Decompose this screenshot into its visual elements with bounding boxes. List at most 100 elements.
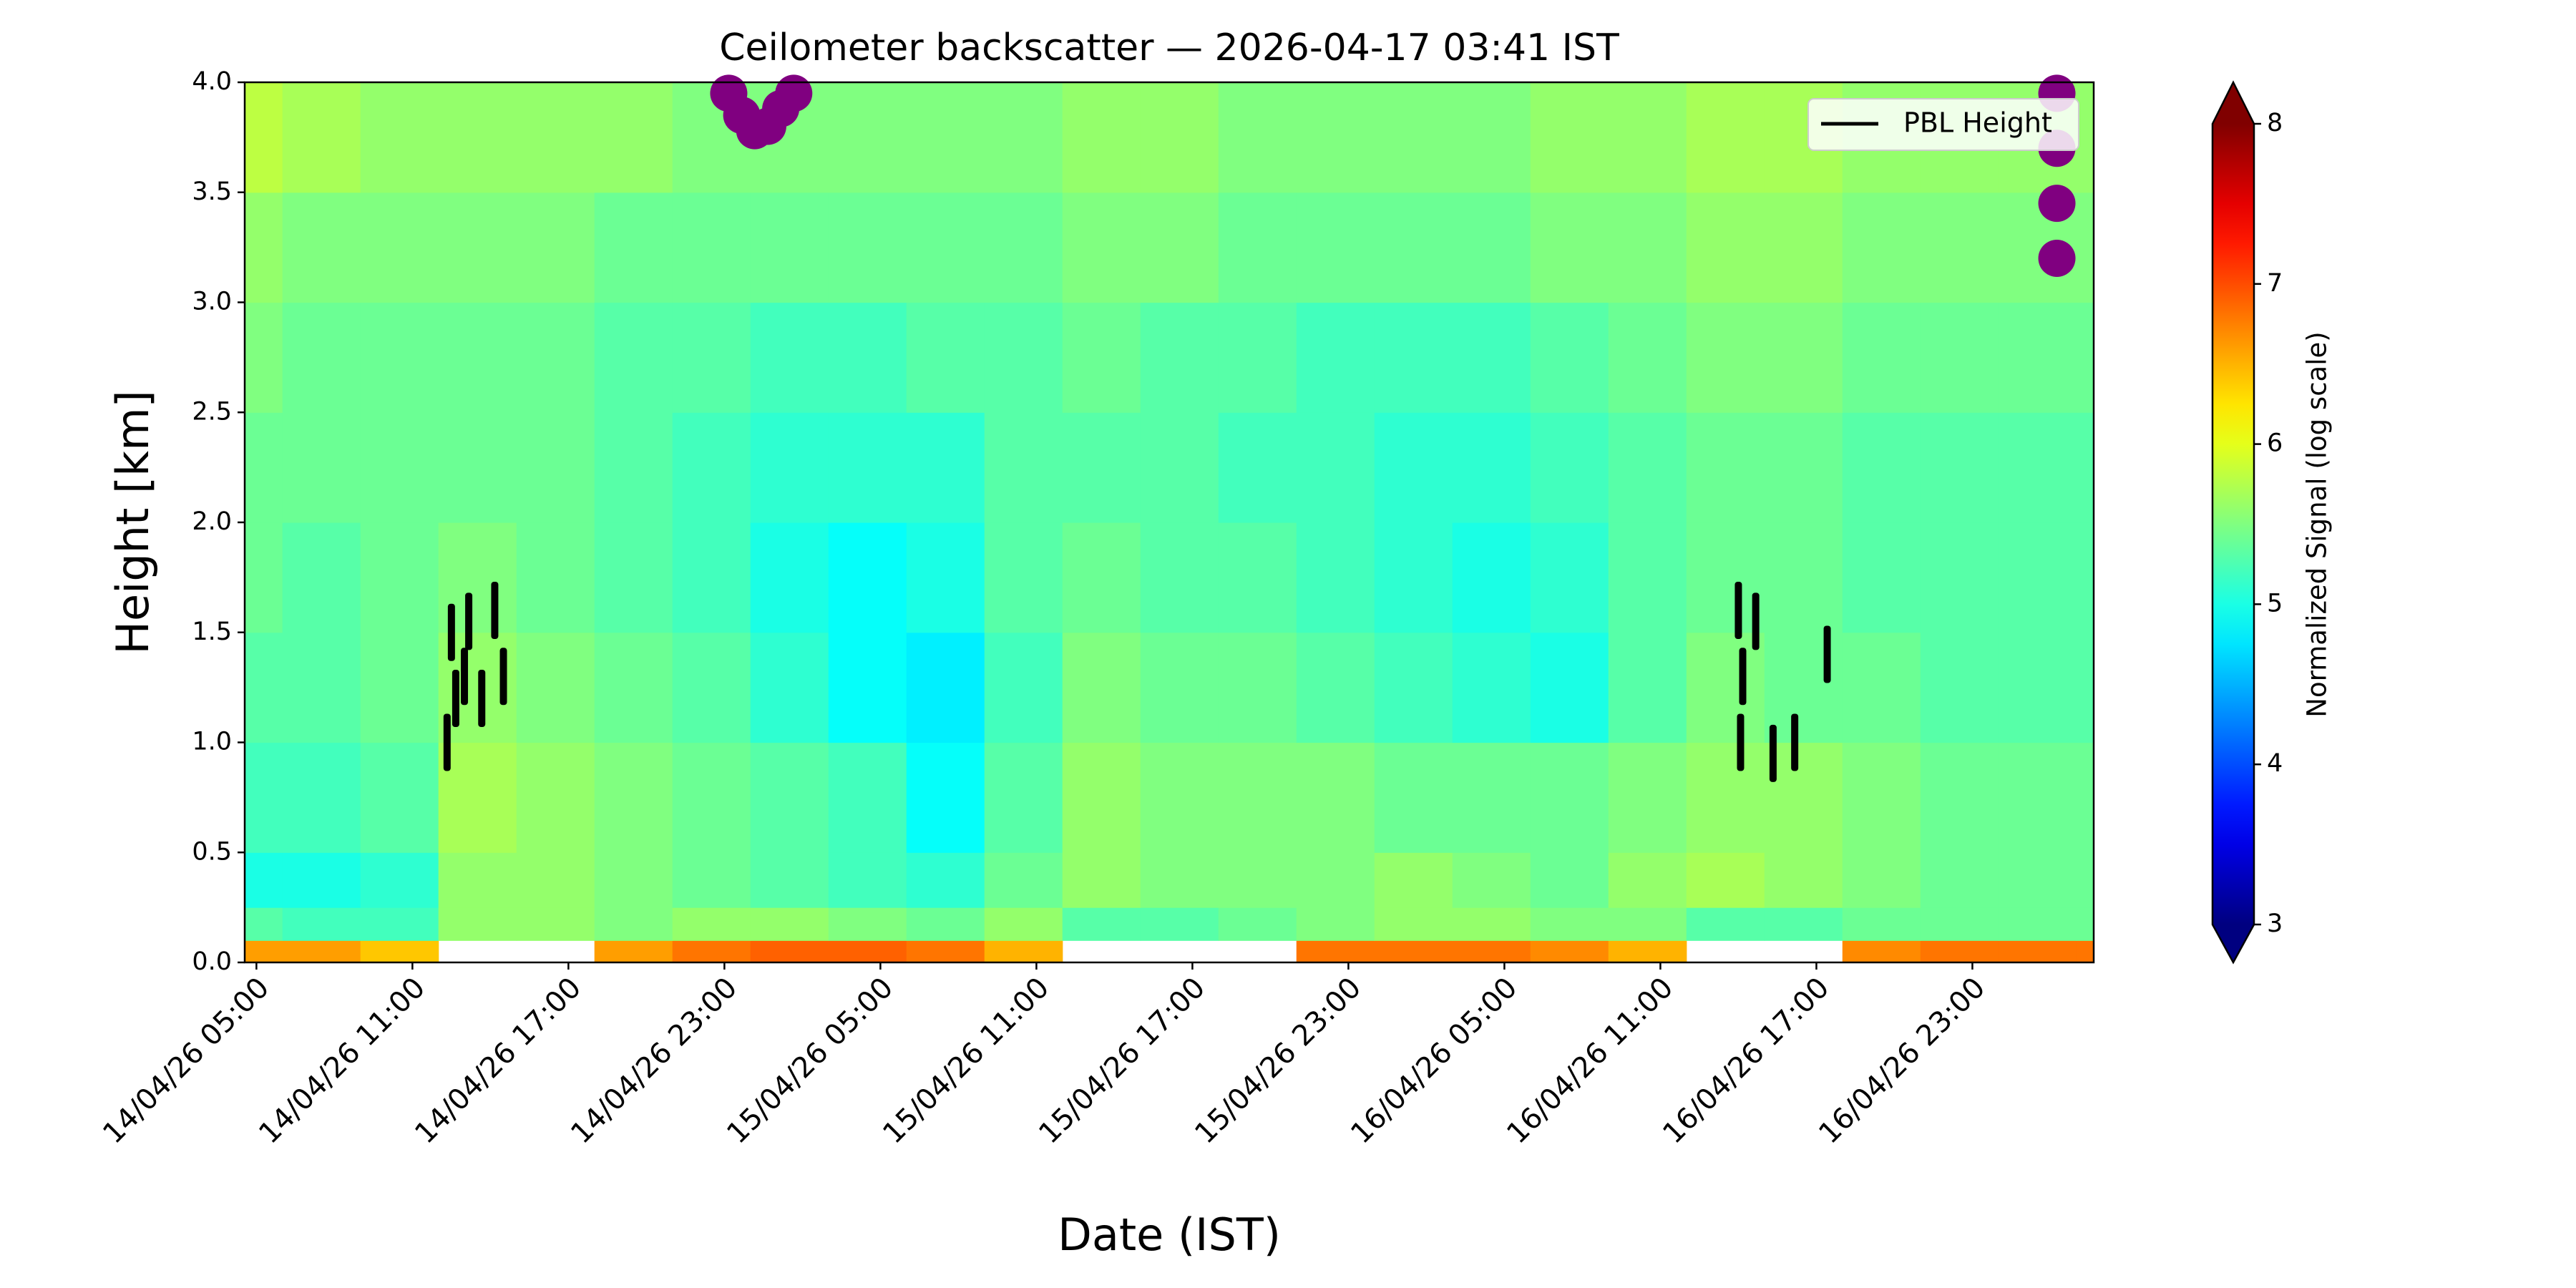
heatmap-cell — [594, 852, 673, 908]
heatmap-cell — [360, 192, 439, 303]
heatmap-cell — [360, 907, 439, 941]
heatmap-cell — [360, 852, 439, 908]
heatmap-cell — [2076, 742, 2094, 853]
heatmap-cell — [1998, 632, 2077, 743]
heatmap-cell — [360, 82, 439, 193]
heatmap-cell — [750, 192, 829, 303]
heatmap-cell — [1140, 632, 1219, 743]
heatmap-cell — [672, 412, 751, 523]
heatmap-cell — [516, 82, 595, 193]
x-tick-label: 16/04/26 23:00 — [1813, 971, 1991, 1150]
heatmap-cell — [1920, 907, 1999, 941]
heatmap-cell — [1452, 742, 1531, 853]
heatmap-cell — [906, 907, 985, 941]
heatmap-cell — [1530, 907, 1609, 941]
heatmap-cell — [516, 852, 595, 908]
x-tick-label: 14/04/26 11:00 — [253, 971, 431, 1150]
heatmap-cell — [1686, 742, 1765, 853]
heatmap-cell — [1920, 522, 1999, 633]
marker-point — [2038, 240, 2076, 277]
heatmap-cell — [1998, 742, 2077, 853]
heatmap-cell — [1764, 412, 1843, 523]
heatmap-cell — [1140, 852, 1219, 908]
pbl-point — [1735, 582, 1742, 639]
heatmap-cell — [282, 940, 361, 963]
heatmap-cell — [1374, 742, 1453, 853]
heatmap-cell — [1764, 742, 1843, 853]
heatmap-cell — [672, 632, 751, 743]
x-tick-label: 15/04/26 11:00 — [877, 971, 1055, 1150]
x-tick-label: 15/04/26 17:00 — [1033, 971, 1211, 1150]
x-tick-label: 15/04/26 23:00 — [1189, 971, 1367, 1150]
colorbar-extend-top — [2212, 82, 2254, 124]
heatmap-cell — [1842, 192, 1921, 303]
heatmap-cell — [1608, 522, 1687, 633]
heatmap-cell — [984, 412, 1063, 523]
heatmap-cell — [438, 412, 517, 523]
x-tick-label: 16/04/26 05:00 — [1345, 971, 1523, 1150]
heatmap-cell — [1920, 852, 1999, 908]
y-tick-label: 2.0 — [192, 507, 232, 536]
heatmap-cell — [2076, 907, 2094, 941]
x-axis-label: Date (IST) — [1058, 1209, 1281, 1261]
heatmap-cell — [360, 940, 439, 963]
pbl-point — [1823, 625, 1831, 683]
heatmap-cell — [750, 302, 829, 413]
heatmap-cell — [828, 742, 907, 853]
heatmap-cell — [1530, 192, 1609, 303]
colorbar — [2212, 124, 2254, 924]
heatmap-cell — [984, 632, 1063, 743]
heatmap-cell — [438, 192, 517, 303]
y-tick-label: 0.5 — [192, 837, 232, 866]
heatmap-cell — [1296, 907, 1375, 941]
heatmap-cell — [1140, 302, 1219, 413]
heatmap-cell — [516, 192, 595, 303]
heatmap-cell — [1062, 82, 1141, 193]
heatmap-cell — [1452, 192, 1531, 303]
heatmap-cell — [1530, 742, 1609, 853]
heatmap-cell — [984, 82, 1063, 193]
heatmap-cell — [750, 522, 829, 633]
heatmap-cell — [1140, 907, 1219, 941]
heatmap-cell — [828, 522, 907, 633]
heatmap-cell — [1296, 742, 1375, 853]
heatmap-cell — [1920, 742, 1999, 853]
heatmap-cell — [282, 632, 361, 743]
heatmap-cell — [1296, 632, 1375, 743]
marker-point — [775, 74, 813, 112]
heatmap-cell — [360, 522, 439, 633]
heatmap-cell — [2076, 940, 2094, 963]
heatmap-cell — [2076, 412, 2094, 523]
colorbar-tick-label: 5 — [2267, 589, 2283, 618]
heatmap-cell — [1374, 412, 1453, 523]
heatmap-cell — [750, 412, 829, 523]
heatmap-cell — [594, 302, 673, 413]
heatmap-cell — [1998, 907, 2077, 941]
heatmap-cell — [1608, 302, 1687, 413]
x-tick-label: 14/04/26 17:00 — [409, 971, 587, 1150]
heatmap-cell — [1842, 632, 1921, 743]
y-tick-label: 0.0 — [192, 947, 232, 976]
heatmap-cell — [1296, 302, 1375, 413]
heatmap-cell — [282, 302, 361, 413]
heatmap-cell — [672, 742, 751, 853]
heatmap-cell — [1452, 82, 1531, 193]
heatmap-cell — [1920, 192, 1999, 303]
heatmap-cell — [245, 940, 283, 963]
colorbar-tick-label: 7 — [2267, 269, 2283, 298]
heatmap-cell — [2076, 852, 2094, 908]
heatmap-cell — [672, 852, 751, 908]
heatmap-cell — [245, 522, 283, 633]
heatmap-cell — [282, 522, 361, 633]
heatmap-cell — [1062, 632, 1141, 743]
heatmap-cell — [1140, 82, 1219, 193]
heatmap-cell — [1218, 302, 1297, 413]
heatmap-cell — [282, 907, 361, 941]
heatmap-cell — [1608, 742, 1687, 853]
heatmap-cell — [438, 742, 517, 853]
heatmap-cell — [828, 192, 907, 303]
heatmap-cell — [906, 82, 985, 193]
heatmap-cell — [1998, 940, 2077, 963]
heatmap-cell — [828, 852, 907, 908]
